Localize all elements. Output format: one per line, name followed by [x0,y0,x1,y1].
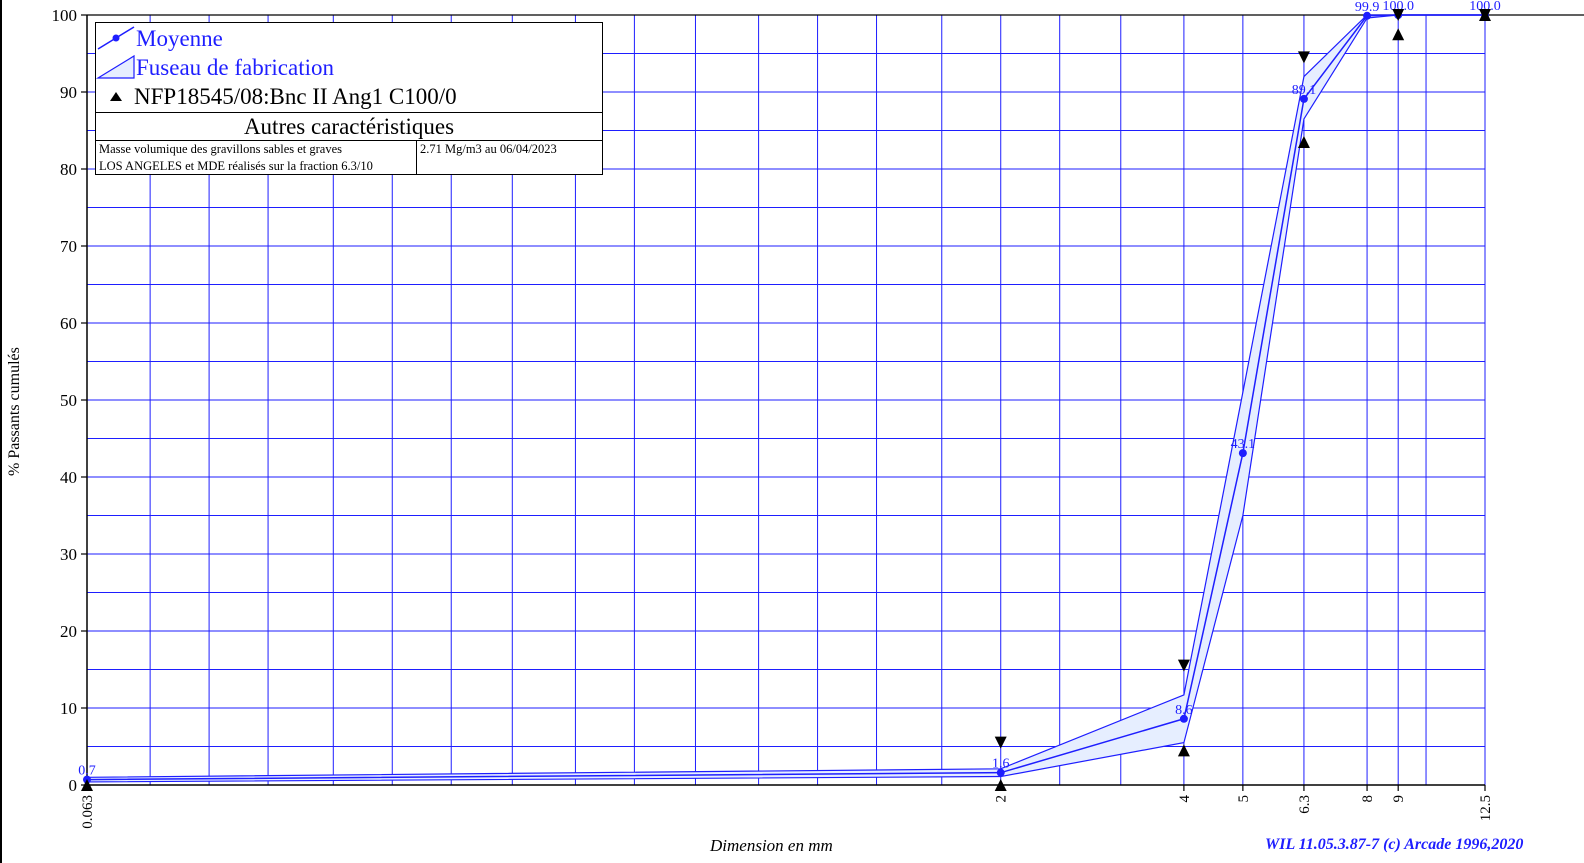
legend-item-moyenne: Moyenne [96,25,602,51]
triangle-icon [110,92,122,101]
legend-label: Fuseau de fabrication [136,55,334,80]
y-tick-label: 0 [69,776,78,795]
legend: Moyenne Fuseau de fabrication NFP18545/0… [95,22,603,175]
line-dot-icon [97,26,135,50]
characteristic-value: 2.71 Mg/m3 au 06/04/2023 [420,142,557,156]
y-tick-label: 20 [60,622,77,641]
y-tick-label: 60 [60,314,77,333]
moyenne-data-label: 100.0 [1469,0,1501,14]
moyenne-data-label: 8.6 [1175,703,1193,718]
characteristic-name: LOS ANGELES et MDE réalisés sur la fract… [99,159,373,173]
characteristic-row: LOS ANGELES et MDE réalisés sur la fract… [96,158,602,175]
x-tick-label: 6.3 [1297,795,1313,814]
moyenne-data-label: 100.0 [1382,0,1414,14]
moyenne-point [1179,714,1188,723]
norm-upper-marker [994,736,1007,749]
moyenne-data-label: 1.6 [992,757,1010,772]
norm-lower-marker [1479,9,1491,21]
norm-upper-marker [1177,659,1190,672]
y-tick-label: 70 [60,237,77,256]
norm-upper-marker [1392,9,1405,21]
x-tick-label: 5 [1236,795,1252,803]
moyenne-line [86,14,1485,781]
norm-lower-marker [1392,28,1405,41]
characteristics-title: Autres caractéristiques [96,112,602,141]
x-tick-label: 2 [994,795,1010,803]
y-tick-label: 80 [60,160,77,179]
moyenne-point [1238,449,1247,458]
legend-label: NFP18545/08:Bnc II Ang1 C100/0 [134,84,457,109]
norm-lower-marker [81,779,93,791]
characteristic-name: Masse volumique des gravillons sables et… [99,142,343,156]
x-tick-label: 8 [1360,795,1376,803]
x-tick-label: 0.063 [80,795,96,829]
moyenne-point [996,768,1005,777]
x-tick-label: 9 [1391,795,1407,803]
x-tick-label: 12.5 [1478,795,1494,821]
moyenne-data-label: 89.1 [1292,83,1317,98]
moyenne-point [1299,94,1308,103]
legend-item-norm: NFP18545/08:Bnc II Ang1 C100/0 [96,83,602,109]
moyenne-point [1363,11,1372,20]
band-icon [96,54,135,79]
footer-credit: WIL 11.05.3.87-7 (c) Arcade 1996,2020 [1265,836,1524,853]
characteristics-divider [416,141,417,175]
y-tick-label: 100 [52,6,78,25]
moyenne-data-label: 0.7 [78,764,96,779]
legend-item-fuseau: Fuseau de fabrication [96,54,602,80]
x-tick-label: 4 [1177,795,1193,803]
y-tick-label: 10 [60,699,77,718]
x-axis-label: Dimension en mm [710,836,833,855]
norm-upper-marker [1297,51,1310,64]
norm-lower-marker [994,779,1007,791]
y-tick-label: 90 [60,83,77,102]
norm-lower-marker [1177,744,1190,757]
moyenne-data-label: 43.1 [1231,437,1256,452]
y-tick-label: 40 [60,468,77,487]
y-axis-label: % Passants cumulés [6,347,23,476]
characteristic-row: Masse volumique des gravillons sables et… [96,141,602,158]
moyenne-data-label: 99.9 [1355,0,1380,15]
norm-lower-marker [1297,136,1310,149]
y-tick-label: 30 [60,545,77,564]
legend-label: Moyenne [136,26,223,51]
y-tick-label: 50 [60,391,77,410]
left-border [0,0,2,863]
